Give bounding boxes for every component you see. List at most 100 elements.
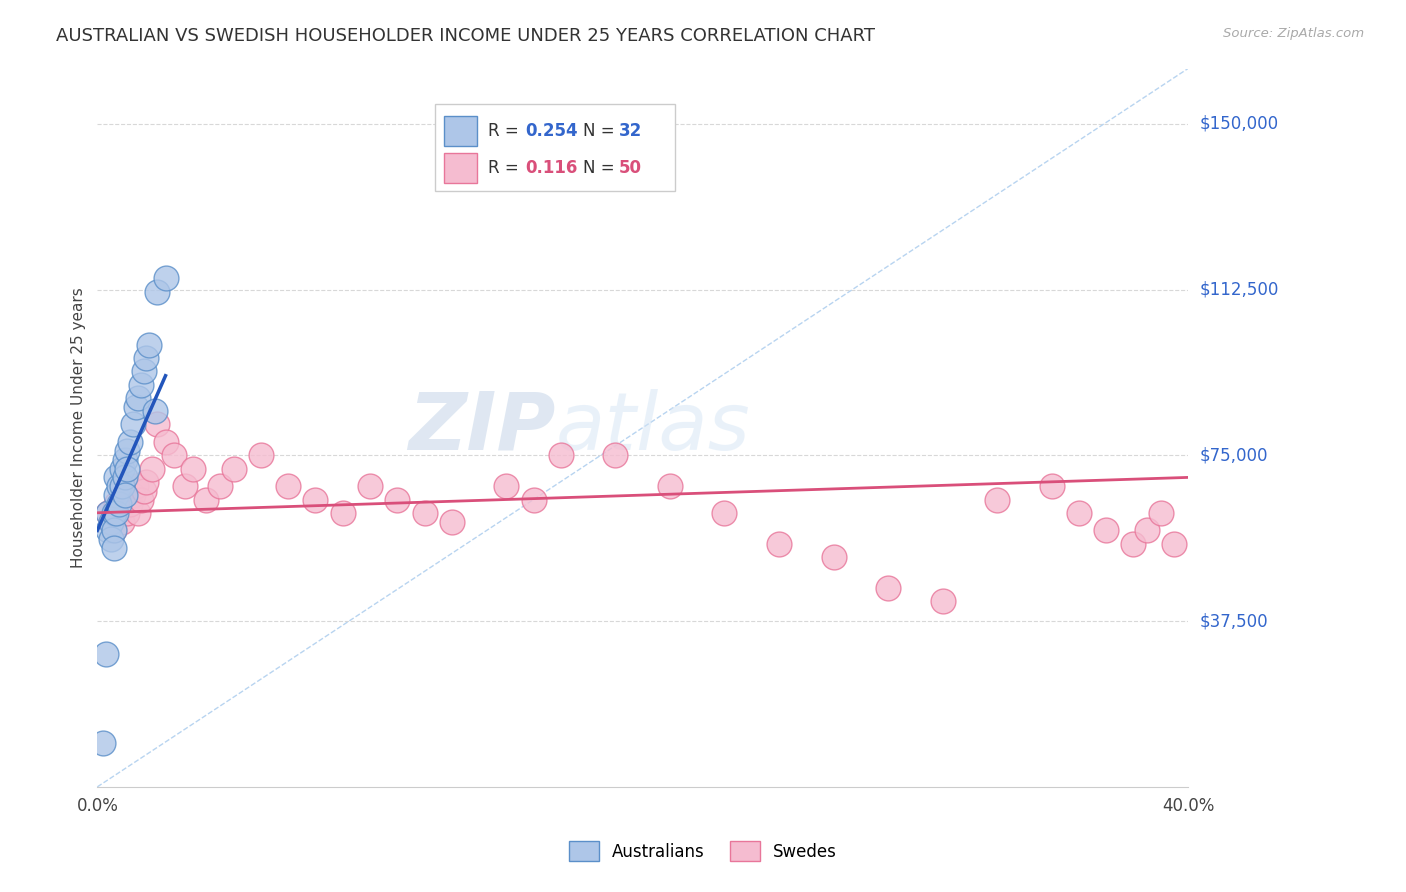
Text: $75,000: $75,000: [1199, 446, 1268, 465]
Text: R =: R =: [488, 160, 529, 178]
Point: [387, 492, 409, 507]
Point: [163, 448, 186, 462]
Point: [304, 492, 326, 507]
Point: [114, 492, 136, 507]
Point: [114, 470, 136, 484]
Point: [100, 515, 122, 529]
Point: [143, 404, 166, 418]
Point: [135, 475, 157, 489]
Text: $150,000: $150,000: [1199, 115, 1278, 133]
Text: 0.254: 0.254: [524, 122, 578, 140]
Point: [121, 417, 143, 432]
Point: [105, 497, 128, 511]
Point: [1095, 524, 1118, 538]
Point: [117, 461, 139, 475]
Point: [111, 515, 134, 529]
Point: [359, 479, 381, 493]
Point: [111, 479, 134, 493]
Text: N =: N =: [582, 122, 620, 140]
Point: [129, 377, 152, 392]
Point: [121, 488, 143, 502]
FancyBboxPatch shape: [436, 104, 675, 191]
Point: [103, 524, 125, 538]
Point: [1136, 524, 1159, 538]
Text: N =: N =: [582, 160, 620, 178]
Point: [768, 537, 790, 551]
Point: [713, 506, 735, 520]
Text: R =: R =: [488, 122, 524, 140]
Point: [141, 461, 163, 475]
Point: [103, 541, 125, 556]
Point: [117, 506, 139, 520]
FancyBboxPatch shape: [444, 116, 477, 146]
Text: 32: 32: [619, 122, 643, 140]
Point: [877, 581, 900, 595]
Point: [155, 435, 177, 450]
Point: [97, 506, 120, 520]
Point: [117, 443, 139, 458]
Point: [523, 492, 546, 507]
Point: [1163, 537, 1185, 551]
Point: [931, 594, 953, 608]
Point: [135, 351, 157, 365]
Point: [97, 524, 120, 538]
Point: [105, 488, 128, 502]
Point: [108, 497, 131, 511]
Point: [222, 461, 245, 475]
Point: [91, 736, 114, 750]
Point: [138, 338, 160, 352]
Point: [108, 479, 131, 493]
Point: [277, 479, 299, 493]
Legend: Australians, Swedes: Australians, Swedes: [555, 828, 851, 875]
Point: [120, 435, 142, 450]
Point: [413, 506, 436, 520]
Point: [1122, 537, 1144, 551]
Point: [495, 479, 517, 493]
Text: ZIP: ZIP: [408, 389, 555, 467]
Point: [103, 506, 125, 520]
Point: [105, 470, 128, 484]
Point: [111, 461, 134, 475]
Text: atlas: atlas: [555, 389, 751, 467]
Text: $112,500: $112,500: [1199, 281, 1278, 299]
Point: [124, 400, 146, 414]
Point: [146, 417, 169, 432]
Point: [659, 479, 682, 493]
Point: [1067, 506, 1090, 520]
Point: [129, 492, 152, 507]
Point: [97, 506, 120, 520]
Text: 0.116: 0.116: [524, 160, 578, 178]
Point: [1040, 479, 1063, 493]
Point: [103, 524, 125, 538]
Point: [440, 515, 463, 529]
Point: [181, 461, 204, 475]
FancyBboxPatch shape: [444, 153, 477, 184]
Point: [127, 506, 149, 520]
Point: [132, 483, 155, 498]
Text: 50: 50: [619, 160, 641, 178]
Y-axis label: Householder Income Under 25 years: Householder Income Under 25 years: [72, 287, 86, 568]
Text: $37,500: $37,500: [1199, 612, 1268, 630]
Point: [823, 549, 845, 564]
Point: [94, 647, 117, 661]
Point: [1150, 506, 1173, 520]
Point: [155, 271, 177, 285]
Point: [209, 479, 232, 493]
Point: [250, 448, 273, 462]
Point: [100, 515, 122, 529]
Point: [105, 506, 128, 520]
Point: [120, 497, 142, 511]
Text: Source: ZipAtlas.com: Source: ZipAtlas.com: [1223, 27, 1364, 40]
Point: [605, 448, 627, 462]
Point: [550, 448, 572, 462]
Point: [127, 391, 149, 405]
Point: [173, 479, 195, 493]
Point: [332, 506, 354, 520]
Point: [132, 364, 155, 378]
Point: [986, 492, 1008, 507]
Point: [195, 492, 218, 507]
Text: AUSTRALIAN VS SWEDISH HOUSEHOLDER INCOME UNDER 25 YEARS CORRELATION CHART: AUSTRALIAN VS SWEDISH HOUSEHOLDER INCOME…: [56, 27, 876, 45]
Point: [108, 506, 131, 520]
Point: [114, 452, 136, 467]
Point: [124, 479, 146, 493]
